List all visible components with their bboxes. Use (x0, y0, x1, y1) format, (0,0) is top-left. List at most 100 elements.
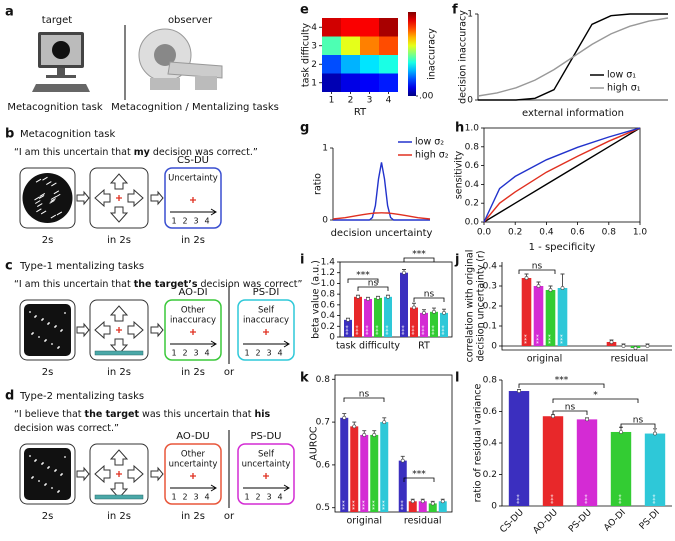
caption: in 2s (107, 367, 131, 378)
heatmap-cell (360, 55, 379, 74)
stimulus-arrow (39, 193, 46, 197)
panel-letter: i (300, 253, 304, 268)
axes-frame (483, 127, 641, 223)
y-tick-label: 1.0 (321, 279, 336, 289)
flow-arrow (150, 466, 164, 482)
stimulus-dot (41, 319, 43, 321)
fixation (190, 473, 196, 479)
y-tick-label: 0.8 (321, 290, 336, 300)
x-tick-label: 0.8 (602, 228, 617, 238)
y-tick-label: 1 (322, 144, 328, 154)
panel-letter: l (455, 371, 459, 386)
bar (545, 290, 556, 346)
x-tick-label: task difficulty (336, 341, 400, 352)
quote-part: the target (85, 409, 140, 420)
stimulus (24, 304, 71, 356)
stimulus-arrow (50, 214, 57, 219)
y-axis-label: ratio of residual variance (473, 384, 484, 503)
y-tick-label: 0 (491, 502, 497, 512)
x-axis-label: RT (354, 107, 367, 118)
stimulus-arrow (51, 182, 57, 187)
x-tick-label: 0.0 (477, 228, 492, 238)
cue-arrow (109, 482, 129, 499)
bar (364, 298, 372, 337)
bar-dot (536, 284, 541, 288)
x-tick-label: 0.2 (508, 228, 522, 238)
scale-number: 2 (182, 493, 187, 502)
quote-part: decision was correct” (198, 279, 303, 290)
panel-letter: d (5, 389, 14, 404)
y-tick-label: 0 (467, 96, 473, 106)
cue-arrow (109, 338, 129, 355)
bar-dot (609, 340, 614, 344)
scale-number: 2 (182, 217, 187, 226)
y-tick-label: 0.2 (465, 199, 479, 209)
panel-letter: k (300, 371, 309, 386)
panel-letter: b (5, 127, 14, 142)
x-tick-label: RT (418, 341, 430, 352)
scale-number: 3 (193, 349, 198, 358)
caption: 2s (42, 235, 54, 246)
stimulus-arrow (50, 198, 56, 202)
bar (344, 319, 352, 337)
x-tick-label: CS-DU (498, 508, 525, 535)
caption: 2s (42, 511, 54, 522)
scale-number: 4 (204, 217, 209, 226)
x-tick-label: 2 (348, 96, 354, 106)
panel-title: Metacognition task (20, 129, 116, 140)
significance-label: *** (559, 334, 567, 345)
scale-number: 4 (277, 493, 282, 502)
bar (428, 503, 437, 512)
stimulus-dot (64, 312, 66, 314)
x-tick-label: PS-DI (638, 508, 662, 532)
x-tick-label: residual (611, 354, 649, 365)
bar (576, 419, 598, 506)
y-axis-label: task difficulty (301, 23, 312, 87)
stimulus-dot (29, 311, 31, 313)
stimulus (24, 448, 71, 500)
stimulus-arrow (53, 190, 60, 195)
bar-dot (430, 501, 435, 506)
bar (420, 312, 428, 337)
bar (408, 501, 417, 512)
legend-label: high σ₂ (415, 150, 449, 161)
heatmap-cell (341, 18, 360, 37)
scale-arrow (243, 484, 290, 492)
bar-dot (633, 346, 638, 350)
significance-bracket (403, 257, 435, 262)
scale-number: 1 (171, 217, 176, 226)
significance-label: *** (360, 500, 368, 511)
cue-arrow (109, 173, 129, 190)
legend-label: high σ₁ (607, 83, 641, 94)
flow-arrow (76, 322, 90, 338)
bar-dot (551, 414, 555, 419)
stimulus-arrow (35, 178, 42, 183)
stimulus-dot (44, 340, 46, 342)
quote-part: “I am this uncertain that (14, 147, 134, 158)
legend-label: low σ₂ (415, 137, 444, 148)
significance-label: *** (430, 325, 438, 336)
caption: in 2s (107, 511, 131, 522)
x-tick-label: original (527, 354, 563, 365)
heatmap-cell (322, 18, 341, 37)
significance-annotation: ns (368, 279, 379, 289)
flow-arrow (76, 466, 90, 482)
rating-prompt: inaccuracy (243, 316, 289, 326)
rating-prompt: Uncertainty (168, 174, 218, 184)
bar (521, 278, 532, 346)
heatmap-cell (322, 73, 341, 92)
quote-part: “I am this uncertain that (14, 279, 134, 290)
significance-bracket (347, 278, 379, 283)
scale-number: 3 (193, 493, 198, 502)
x-tick-label: AO-DU (532, 508, 560, 536)
quote: “I am this uncertain that the target’s d… (14, 279, 303, 290)
stimulus-dot (29, 455, 31, 457)
y-tick-label: 0.4 (321, 311, 336, 321)
line-series (477, 17, 669, 97)
rating-label: CS-DU (177, 155, 209, 166)
scale-arrow (170, 208, 217, 216)
stimulus-dot (31, 333, 33, 335)
scale-number: 1 (244, 349, 249, 358)
significance-label: *** (384, 325, 392, 336)
rating-label: AO-DU (176, 431, 209, 442)
